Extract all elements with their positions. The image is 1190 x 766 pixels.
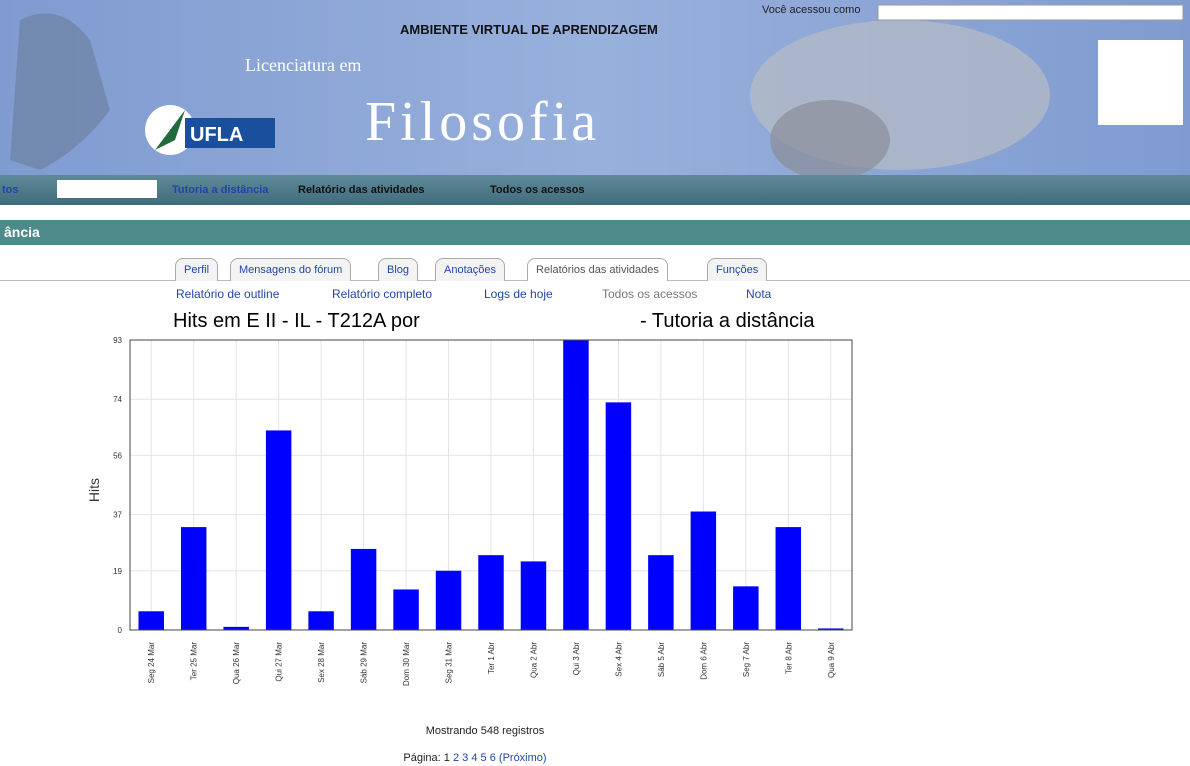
bar (393, 589, 418, 630)
bar (606, 402, 631, 630)
bar (733, 586, 758, 630)
x-tick-label: Qua 26 Mar (232, 642, 241, 685)
chart: Hits em E II - IL - T212A por - Tutoria … (85, 305, 865, 710)
bar (436, 571, 461, 630)
subtab[interactable]: Logs de hoje (484, 287, 553, 301)
site-title: Filosofia (365, 90, 600, 154)
page-link[interactable]: 4 (471, 752, 477, 764)
y-tick-label: 56 (113, 451, 122, 460)
x-tick-label: Seg 24 Mar (147, 642, 156, 684)
x-tick-label: Dom 6 Abr (699, 642, 708, 680)
course-name: ância (4, 224, 40, 240)
tab[interactable]: Blog (378, 258, 418, 281)
x-tick-label: Dom 30 Mar (402, 642, 411, 686)
y-axis-label: Hits (86, 478, 102, 502)
x-tick-label: Qua 9 Abr (827, 642, 836, 678)
page-link[interactable]: 3 (462, 752, 468, 764)
y-tick-label: 37 (113, 511, 122, 520)
bar (691, 512, 716, 630)
y-tick-label: 74 (113, 395, 122, 404)
login-info: Você acessou como (762, 4, 860, 16)
x-tick-label: Qui 27 Mar (275, 642, 284, 682)
chart-title: - Tutoria a distância (640, 310, 815, 332)
x-tick-label: Qua 2 Abr (529, 642, 538, 678)
bar (521, 561, 546, 630)
crumb[interactable]: Relatório das atividades (298, 184, 425, 196)
bar (351, 549, 376, 630)
page-link[interactable]: 5 (481, 752, 487, 764)
bar (138, 611, 163, 630)
subtab[interactable]: Relatório de outline (176, 287, 279, 301)
page-link[interactable]: 6 (490, 752, 496, 764)
subtab-active: Todos os acessos (602, 287, 697, 301)
page-link[interactable]: 2 (453, 752, 459, 764)
x-tick-label: Seg 31 Mar (445, 642, 454, 684)
y-tick-label: 19 (113, 567, 122, 576)
subtab[interactable]: Nota (746, 287, 771, 301)
chart-title: Hits em E II - IL - T212A por (173, 310, 420, 332)
x-tick-label: Sáb 5 Abr (657, 642, 666, 677)
next-link[interactable]: (Próximo) (499, 752, 547, 764)
x-tick-label: Ter 25 Mar (190, 642, 199, 681)
bar (563, 340, 588, 630)
tab[interactable]: Funções (707, 258, 767, 281)
subtab[interactable]: Relatório completo (332, 287, 432, 301)
course-bar: ância (0, 220, 1190, 245)
y-tick-label: 0 (118, 626, 123, 635)
crumb[interactable]: Tutoria a distância (172, 184, 268, 196)
x-tick-label: Seg 7 Abr (742, 642, 751, 677)
page-label: Página: (403, 752, 440, 764)
subtitle: Licenciatura em (245, 55, 361, 76)
logo: UFLA (190, 124, 243, 147)
page-current: 1 (444, 752, 450, 764)
breadcrumb: tos Tutoria a distância Relatório das at… (0, 175, 1190, 205)
tab[interactable]: Perfil (175, 258, 218, 281)
bar (181, 527, 206, 630)
header-banner: UFLA AMBIENTE VIRTUAL DE APRENDIZAGEM Li… (0, 0, 1190, 175)
pagination: Página: 1 2 3 4 5 6 (Próximo) (0, 752, 950, 764)
crumb: Todos os acessos (490, 184, 585, 196)
platform-name: AMBIENTE VIRTUAL DE APRENDIZAGEM (400, 22, 658, 37)
tab[interactable]: Anotações (435, 258, 505, 281)
x-tick-label: Ter 1 Abr (487, 642, 496, 674)
records-count: Mostrando 548 registros (0, 725, 970, 737)
y-tick-label: 93 (113, 336, 122, 345)
x-tick-label: Ter 8 Abr (784, 642, 793, 674)
bar (266, 430, 291, 630)
crumb[interactable]: tos (2, 184, 19, 196)
page: Relatório das atividades {"header":{"pla… (0, 0, 1190, 766)
tab-active[interactable]: Relatórios das atividades (527, 258, 668, 281)
page-body: UFLA AMBIENTE VIRTUAL DE APRENDIZAGEM Li… (0, 0, 1190, 766)
bar (308, 611, 333, 630)
x-tick-label: Sáb 29 Mar (360, 642, 369, 684)
bar (648, 555, 673, 630)
crumb-blank (57, 180, 157, 198)
tab[interactable]: Mensagens do fórum (230, 258, 351, 281)
bar (776, 527, 801, 630)
x-tick-label: Qui 3 Abr (572, 642, 581, 676)
x-tick-label: Sex 4 Abr (614, 642, 623, 677)
bar (478, 555, 503, 630)
x-tick-label: Sex 28 Mar (317, 642, 326, 683)
